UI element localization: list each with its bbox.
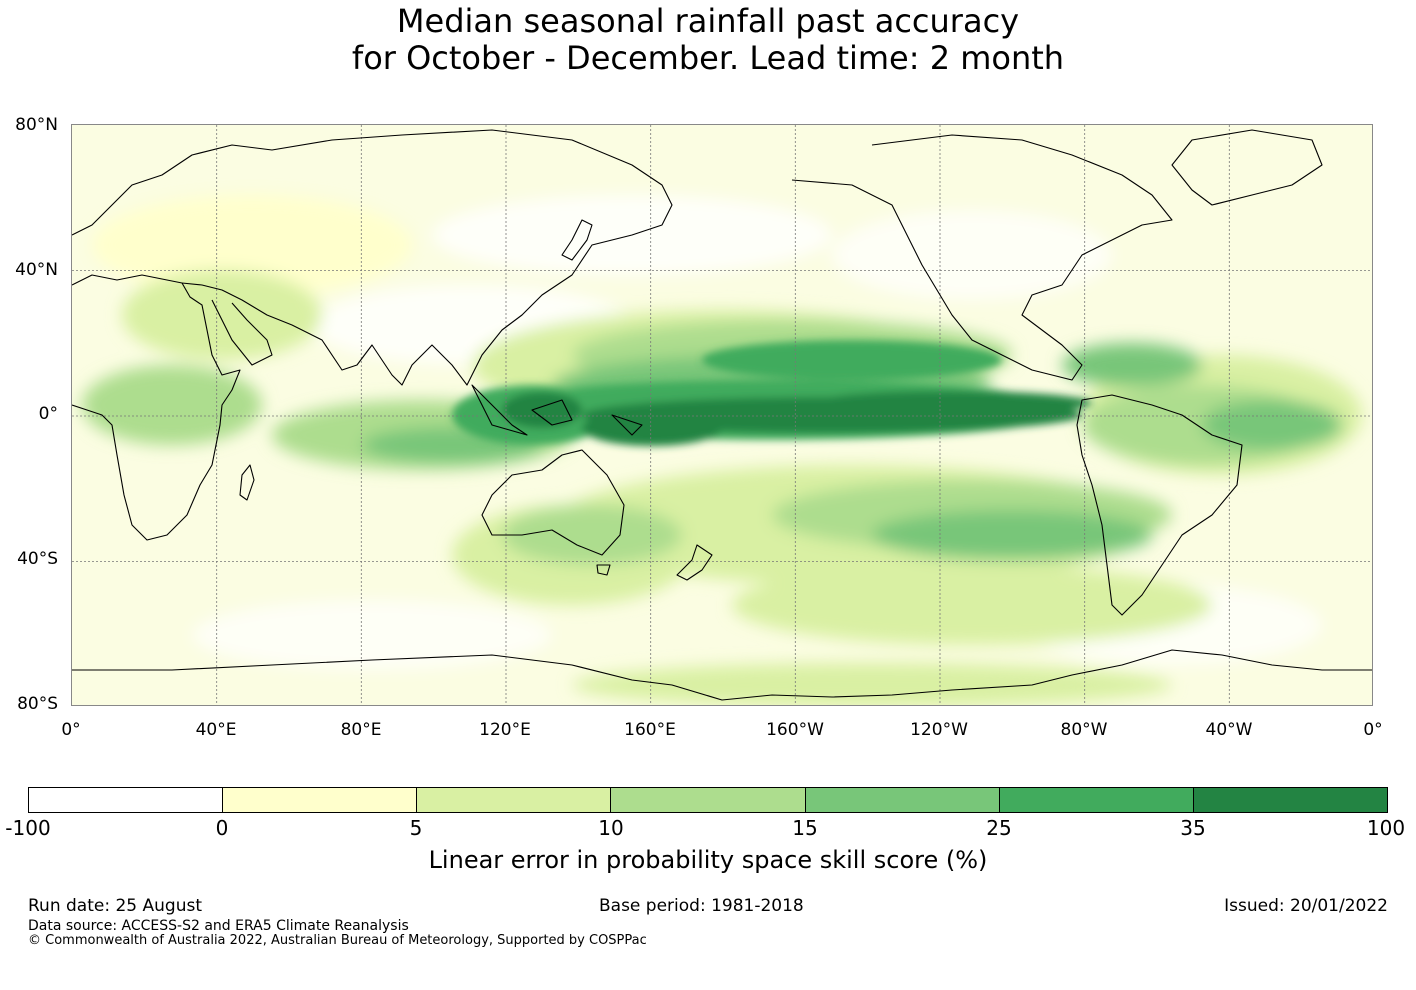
colorbar-tick: 25: [986, 816, 1012, 840]
map-title-line2: for October - December. Lead time: 2 mon…: [351, 39, 1065, 77]
map-canvas: [72, 125, 1372, 705]
run-date: Run date: 25 August: [28, 896, 202, 916]
colorbar-segment: [29, 788, 224, 812]
north-america-coastline: [791, 134, 1173, 381]
antarctica-coastline: [72, 649, 1372, 701]
lat-label-80s: 80°S: [17, 694, 58, 714]
new-zealand-coastline: [676, 544, 713, 581]
lat-label-40s: 40°S: [17, 549, 58, 569]
arabia-coastline: [211, 299, 273, 366]
base-period: Base period: 1981-2018: [599, 896, 804, 916]
lat-label-equator: 0°: [38, 404, 58, 424]
skill-score-map: [71, 124, 1373, 706]
high-skill-band: [452, 340, 1092, 446]
colorbar-segment: [223, 788, 418, 812]
colorbar-tick: 10: [598, 816, 624, 840]
issued-date: Issued: 20/01/2022: [1224, 896, 1388, 916]
lon-label-120w: 120°W: [910, 720, 968, 740]
colorbar-tick: 35: [1180, 816, 1206, 840]
lat-label-40n: 40°N: [15, 260, 58, 280]
colorbar-tick: 15: [792, 816, 818, 840]
greenland-coastline: [1171, 129, 1323, 206]
colorbar-label: Linear error in probability space skill …: [428, 846, 988, 874]
australia-coastline: [481, 449, 625, 556]
coastlines: [72, 129, 1372, 701]
colorbar-tick: 0: [215, 816, 229, 840]
colorbar-tick: 100: [1366, 816, 1406, 840]
colorbar-segment: [1193, 788, 1387, 812]
lat-label-80n: 80°N: [15, 115, 58, 135]
lon-label-40e: 40°E: [195, 720, 237, 740]
lon-label-0: 0°: [61, 720, 81, 740]
lon-label-80w: 80°W: [1060, 720, 1108, 740]
indonesia-coastline: [471, 384, 643, 436]
skill-field: [82, 195, 1362, 705]
japan-coastline: [561, 219, 593, 261]
colorbar: [28, 787, 1388, 813]
lon-label-160w: 160°W: [766, 720, 824, 740]
colorbar-segment: [611, 788, 806, 812]
graticule: [72, 125, 1372, 705]
data-source: Data source: ACCESS-S2 and ERA5 Climate …: [28, 918, 409, 934]
lon-label-40w: 40°W: [1205, 720, 1253, 740]
lon-label-0-right: 0°: [1363, 720, 1383, 740]
eurasia-coastline: [72, 129, 673, 386]
lon-label-120e: 120°E: [479, 720, 531, 740]
south-america-coastline: [1076, 394, 1243, 616]
colorbar-tick: 5: [409, 816, 423, 840]
madagascar-coastline: [239, 464, 255, 501]
lon-label-80e: 80°E: [340, 720, 382, 740]
tasmania-coastline: [596, 564, 611, 576]
copyright-notice: © Commonwealth of Australia 2022, Austra…: [28, 933, 647, 948]
colorbar-segment: [999, 788, 1194, 812]
map-title-line1: Median seasonal rainfall past accuracy: [396, 2, 1020, 40]
colorbar-segment: [805, 788, 1000, 812]
colorbar-tick: -100: [5, 816, 51, 840]
colorbar-segment: [417, 788, 612, 812]
lon-label-160e: 160°E: [624, 720, 676, 740]
